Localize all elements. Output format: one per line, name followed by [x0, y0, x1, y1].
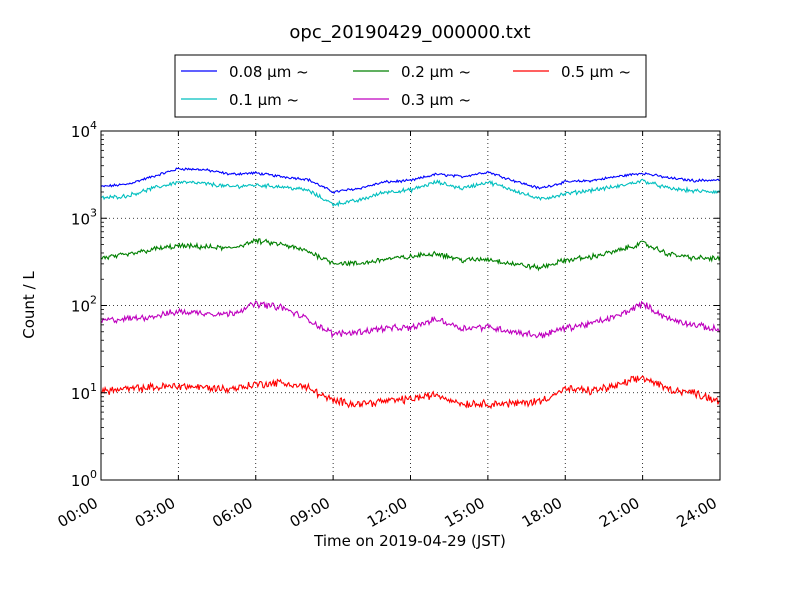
- series-line: [100, 178, 721, 208]
- y-tick-labels: 100 101 102 103 104: [71, 119, 97, 490]
- series-line: [100, 237, 721, 272]
- legend-label: 0.2 μm ~: [401, 63, 471, 81]
- y-tick-label: 104: [71, 119, 97, 141]
- y-tick-label: 100: [71, 468, 97, 490]
- series-lines: [100, 167, 721, 410]
- legend: 0.08 μm ~ 0.1 μm ~ 0.2 μm ~ 0.3 μm ~ 0.5 μm …: [174, 54, 647, 118]
- legend-label: 0.5 μm ~: [561, 63, 631, 81]
- legend-label: 0.1 μm ~: [229, 91, 299, 109]
- legend-label: 0.08 μm ~: [229, 63, 309, 81]
- x-axis-title: Time on 2019-04-29 (JST): [313, 532, 506, 550]
- series-line: [100, 300, 721, 339]
- y-axis-title: Count / L: [20, 271, 38, 339]
- axis-ticks: [100, 130, 721, 481]
- y-tick-label: 101: [71, 381, 97, 403]
- series-line: [100, 167, 721, 194]
- y-tick-label: 102: [71, 294, 97, 316]
- y-tick-label: 103: [71, 206, 97, 228]
- legend-frame: [174, 54, 647, 118]
- series-line: [100, 375, 721, 410]
- chart-title: opc_20190429_000000.txt: [289, 22, 530, 43]
- legend-label: 0.3 μm ~: [401, 91, 471, 109]
